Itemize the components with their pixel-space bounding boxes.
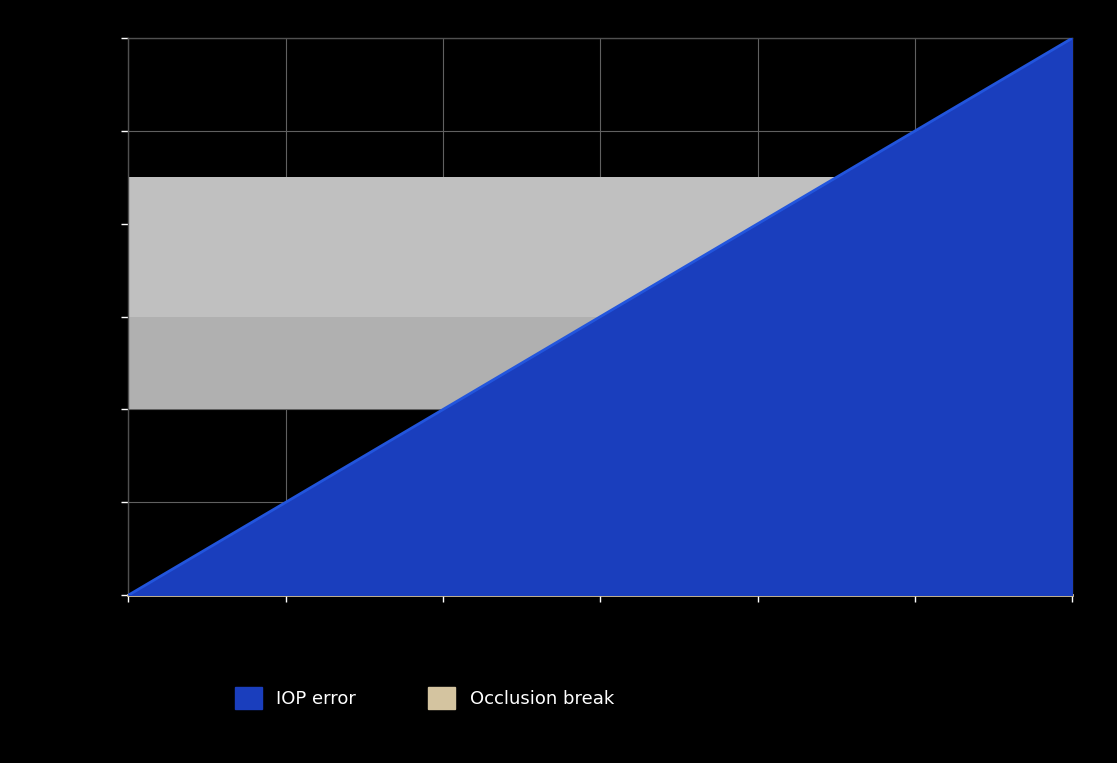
Legend: IOP error, Occlusion break: IOP error, Occlusion break bbox=[228, 679, 621, 716]
Bar bbox=[128, 178, 1010, 317]
Bar bbox=[128, 317, 1010, 410]
